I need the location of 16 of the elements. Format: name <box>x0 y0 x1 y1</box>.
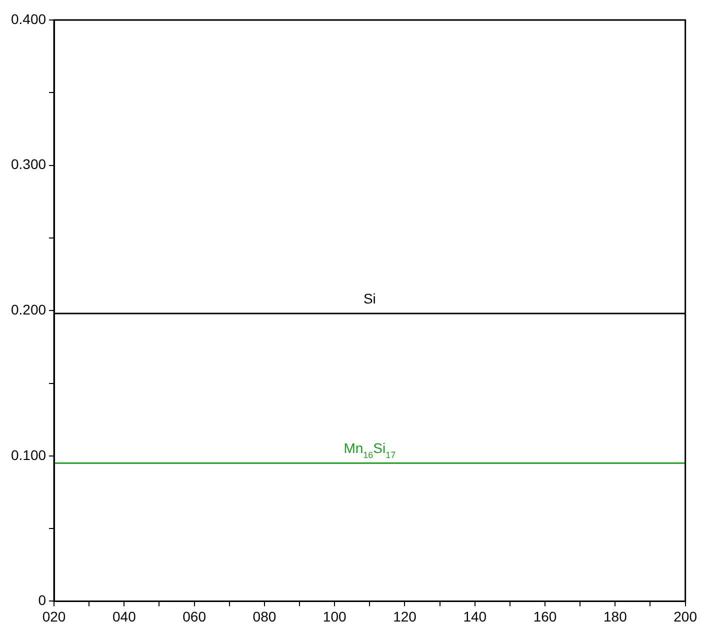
x-tick-label: 200 <box>674 608 698 624</box>
y-tick-label: 0.300 <box>10 156 46 172</box>
y-tick-label: 0.200 <box>10 301 46 318</box>
x-tick-label: 020 <box>42 608 66 624</box>
x-tick-label: 160 <box>533 608 557 624</box>
x-tick-label: 180 <box>604 608 628 624</box>
y-tick-label: 0.100 <box>10 446 46 463</box>
y-tick-label: 0 <box>38 592 46 608</box>
x-tick-label: 080 <box>252 608 276 624</box>
series-label: Si <box>363 290 376 307</box>
x-tick-label: 060 <box>182 608 206 624</box>
y-tick-label: 0.400 <box>10 10 46 27</box>
x-tick-label: 140 <box>463 608 487 624</box>
x-tick-label: 120 <box>393 608 417 624</box>
x-tick-label: 040 <box>112 608 136 624</box>
x-tick-label: 100 <box>322 608 346 624</box>
